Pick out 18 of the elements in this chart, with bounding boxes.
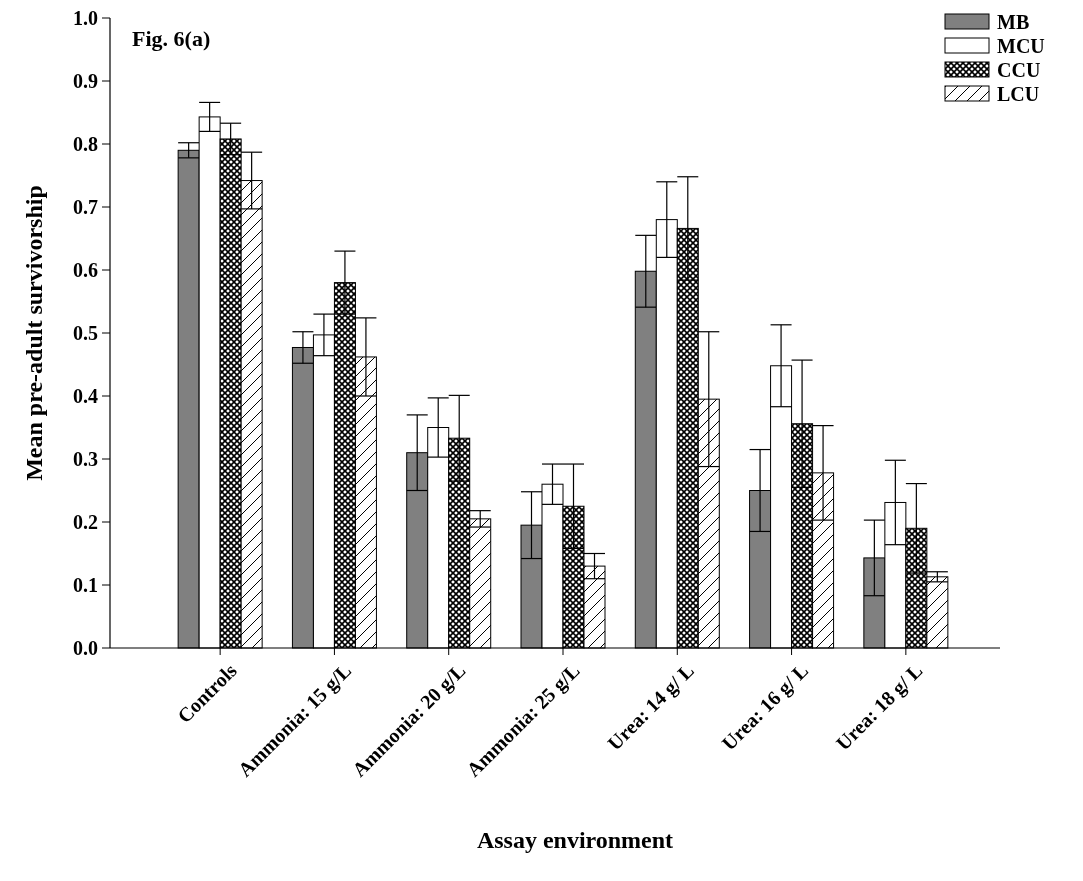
chart-title: Fig. 6(a) [132,26,211,51]
y-tick-label: 0.5 [73,322,98,344]
legend-label: LCU [997,83,1040,105]
y-tick-label: 0.2 [73,511,98,533]
legend-label: MCU [997,35,1045,57]
legend-label: MB [997,11,1030,33]
y-tick-label: 0.4 [73,385,98,407]
y-tick-label: 0.6 [73,259,98,281]
y-tick-label: 0.9 [73,70,98,92]
y-tick-label: 1.0 [73,7,98,29]
y-tick-label: 0.8 [73,133,98,155]
legend-label: CCU [997,59,1041,81]
y-tick-label: 0.7 [73,196,98,218]
y-tick-label: 0.1 [73,574,98,596]
y-tick-label: 0.3 [73,448,98,470]
x-axis-title: Assay environment [476,827,674,853]
y-axis-title: Mean pre-adult survivorship [21,185,47,481]
y-tick-label: 0.0 [73,637,98,659]
